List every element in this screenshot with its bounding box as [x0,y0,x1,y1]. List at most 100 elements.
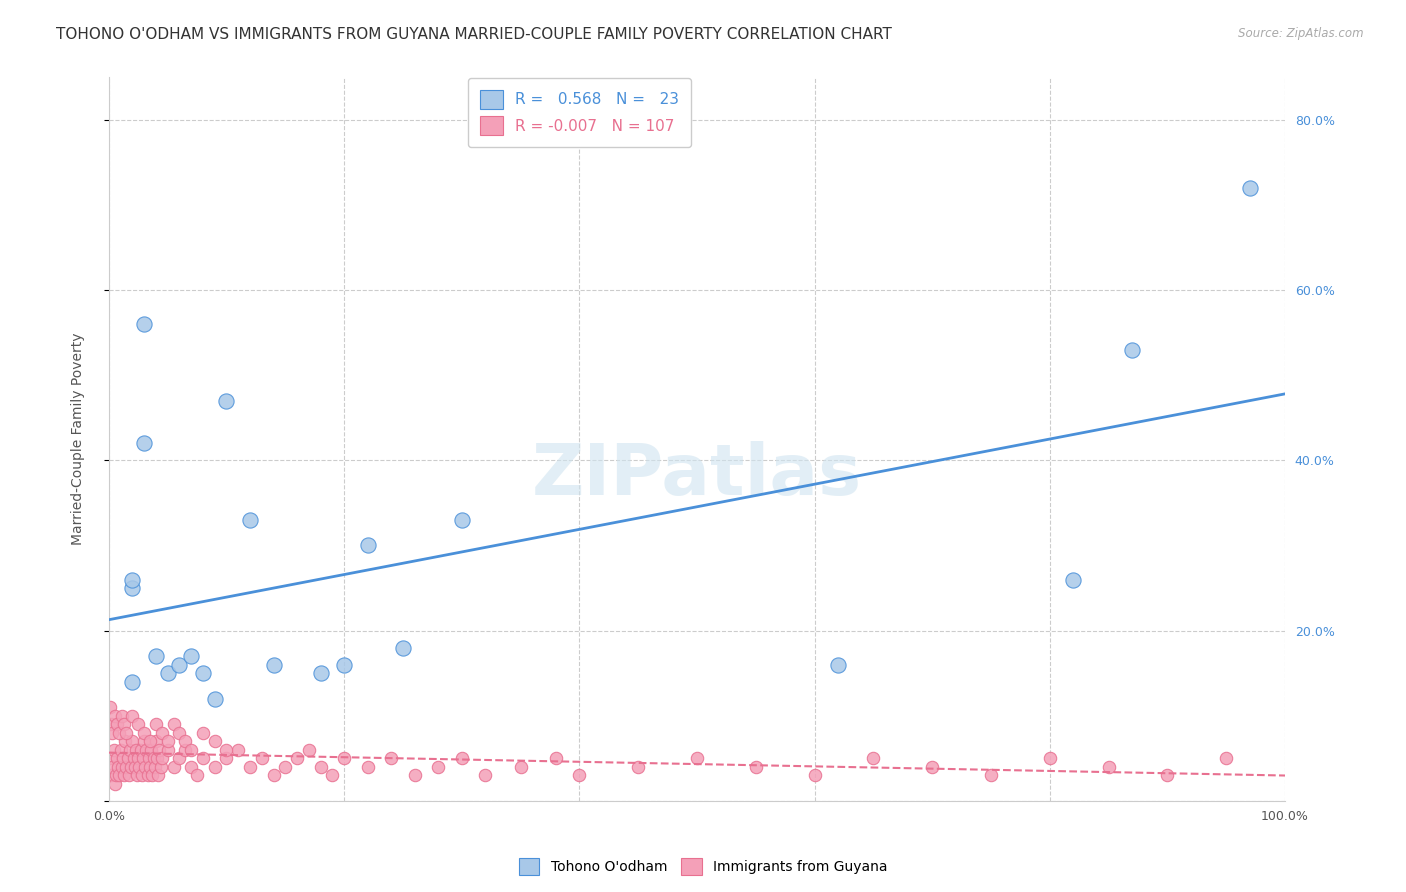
Point [803,768,825,782]
Point [274,760,297,774]
Point [134,760,156,774]
Point [128,760,150,774]
Point [121,708,143,723]
Point [568,768,591,782]
Point [356,539,378,553]
Point [149,760,172,774]
Point [686,751,709,765]
Point [134,436,156,450]
Point [298,742,321,756]
Point [141,742,163,756]
Point [135,742,157,756]
Point [142,751,165,765]
Point [285,751,308,765]
Point [450,751,472,765]
Point [121,581,143,595]
Point [107,760,129,774]
Point [169,657,191,672]
Point [118,742,141,756]
Point [139,734,162,748]
Point [134,317,156,331]
Point [98,751,121,765]
Point [263,657,285,672]
Point [215,742,238,756]
Point [148,768,170,782]
Point [180,742,202,756]
Point [124,760,146,774]
Point [134,725,156,739]
Point [180,760,202,774]
Text: ZIPatlas: ZIPatlas [531,441,862,509]
Point [333,657,356,672]
Point [174,742,197,756]
Point [509,760,531,774]
Point [1097,760,1119,774]
Point [191,751,214,765]
Point [132,751,155,765]
Point [150,751,173,765]
Point [120,760,142,774]
Point [110,742,132,756]
Point [101,725,124,739]
Point [1215,751,1237,765]
Point [125,742,148,756]
Point [450,513,472,527]
Point [111,751,134,765]
Point [239,513,262,527]
Point [321,768,343,782]
Point [111,760,134,774]
Legend: R =   0.568   N =   23, R = -0.007   N = 107: R = 0.568 N = 23, R = -0.007 N = 107 [468,78,692,147]
Point [156,742,179,756]
Point [112,717,135,731]
Point [114,734,136,748]
Point [139,760,162,774]
Point [1121,343,1143,357]
Point [104,777,127,791]
Point [100,717,122,731]
Point [121,573,143,587]
Point [129,742,152,756]
Point [474,768,496,782]
Point [356,760,378,774]
Point [745,760,768,774]
Point [180,649,202,664]
Point [250,751,273,765]
Point [392,640,415,655]
Point [215,393,238,408]
Point [118,768,141,782]
Point [134,734,156,748]
Legend: Tohono O'odham, Immigrants from Guyana: Tohono O'odham, Immigrants from Guyana [513,853,893,880]
Point [1039,751,1062,765]
Point [404,768,426,782]
Point [239,760,262,774]
Point [141,768,163,782]
Point [138,751,160,765]
Point [156,734,179,748]
Point [143,760,166,774]
Point [427,760,450,774]
Point [145,734,167,748]
Point [215,751,238,765]
Point [263,768,285,782]
Point [125,768,148,782]
Point [121,734,143,748]
Point [112,768,135,782]
Point [980,768,1002,782]
Point [380,751,402,765]
Point [101,760,124,774]
Point [627,760,650,774]
Point [145,649,167,664]
Point [104,708,127,723]
Point [204,691,226,706]
Point [127,751,149,765]
Point [309,666,332,681]
Point [156,666,179,681]
Point [174,734,197,748]
Point [921,760,943,774]
Point [108,768,131,782]
Point [148,742,170,756]
Point [169,725,191,739]
Point [827,657,849,672]
Point [1062,573,1084,587]
Point [544,751,567,765]
